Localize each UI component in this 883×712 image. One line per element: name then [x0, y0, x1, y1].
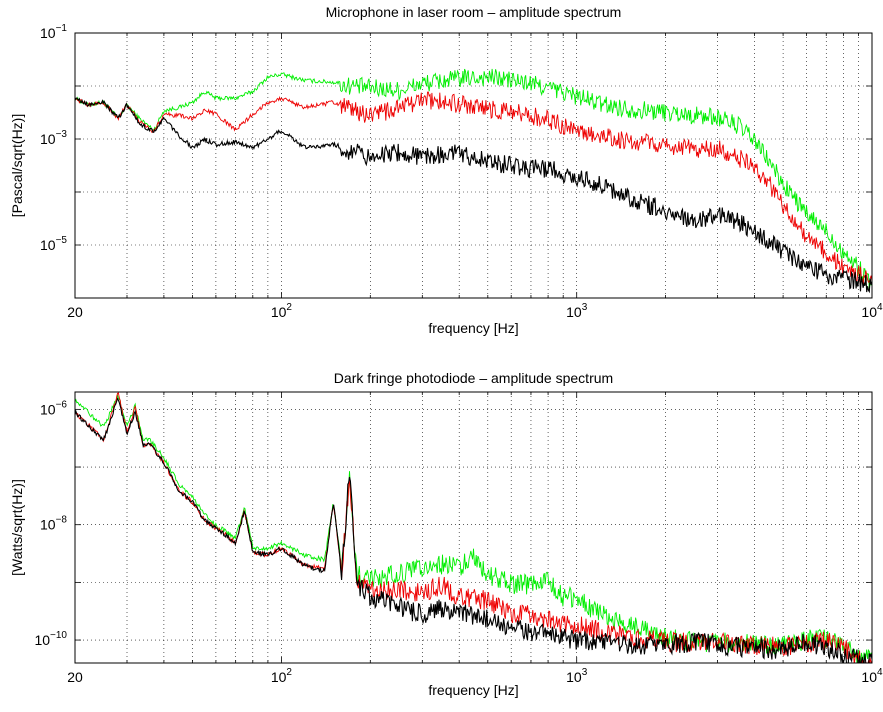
y-tick-label: 10−3: [40, 129, 67, 147]
y-axis-label: [Pascal/sqrt(Hz)]: [9, 114, 25, 217]
x-tick-label: 102: [271, 667, 293, 685]
plot-area: [75, 392, 872, 663]
x-axis-label: frequency [Hz]: [428, 682, 518, 698]
x-tick-label: 103: [566, 302, 588, 320]
y-axis-label: [Watts/sqrt(Hz)]: [9, 479, 25, 576]
chart-panel-1: 20 102 103 104 10−1 10−3 10−5 Microphone in las…: [9, 4, 883, 336]
y-tick-label: 10−10: [34, 630, 67, 648]
chart-title: Dark fringe photodiode – amplitude spect…: [334, 370, 613, 386]
x-tick-label: 104: [861, 667, 883, 685]
x-tick-label: 104: [861, 302, 883, 320]
x-tick-label: 20: [67, 304, 83, 320]
x-tick-label: 102: [271, 302, 293, 320]
x-tick-label: 103: [566, 667, 588, 685]
y-tick-label: 10−6: [40, 399, 67, 417]
y-tick-label: 10−5: [40, 235, 67, 253]
chart-title: Microphone in laser room – amplitude spe…: [326, 4, 622, 20]
y-tick-label: 10−8: [40, 515, 67, 533]
chart-panel-2: 20 102 103 104 10−6 10−8 10−10 Dark fringe phot…: [9, 370, 883, 698]
y-tick-label: 10−1: [40, 23, 67, 41]
x-axis-label: frequency [Hz]: [428, 320, 518, 336]
x-tick-label: 20: [67, 669, 83, 685]
